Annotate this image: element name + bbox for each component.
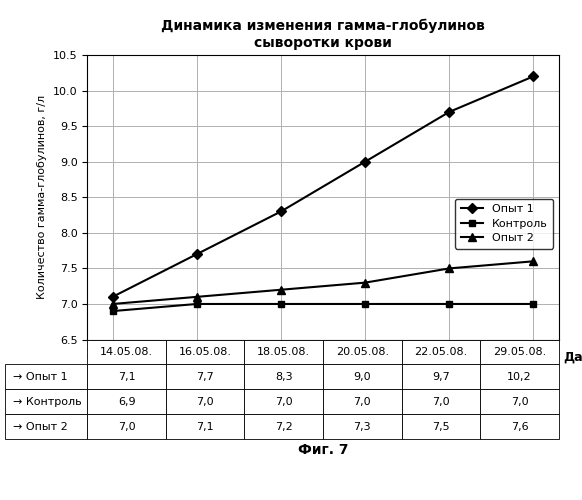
Text: Дата: Дата (563, 351, 582, 364)
Legend: Опыт 1, Контроль, Опыт 2: Опыт 1, Контроль, Опыт 2 (455, 198, 553, 248)
Y-axis label: Количество гамма-глобулинов, г/л: Количество гамма-глобулинов, г/л (37, 95, 47, 300)
Title: Динамика изменения гамма-глобулинов
сыворотки крови: Динамика изменения гамма-глобулинов сыво… (161, 19, 485, 50)
Text: Фиг. 7: Фиг. 7 (298, 442, 348, 456)
